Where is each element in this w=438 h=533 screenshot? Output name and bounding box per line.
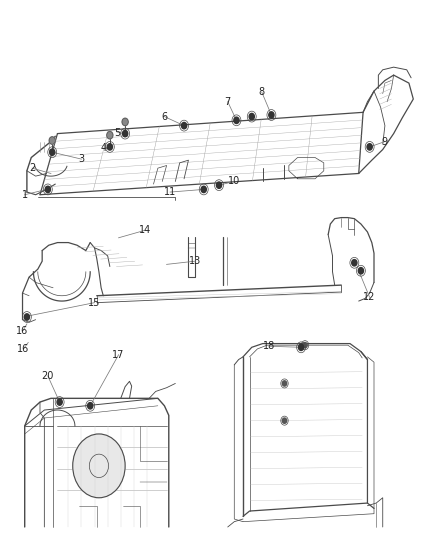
Circle shape: [269, 112, 274, 118]
Text: 17: 17: [113, 350, 125, 360]
Text: 4: 4: [100, 143, 106, 154]
Circle shape: [283, 418, 287, 423]
Circle shape: [24, 314, 29, 320]
Text: 1: 1: [21, 190, 28, 200]
Circle shape: [73, 434, 125, 498]
Text: 3: 3: [78, 154, 85, 164]
Text: 9: 9: [382, 136, 388, 147]
Circle shape: [57, 399, 62, 405]
Text: 16: 16: [16, 326, 28, 336]
Circle shape: [303, 343, 307, 348]
Text: 5: 5: [115, 127, 121, 138]
Circle shape: [358, 268, 364, 274]
Text: 15: 15: [88, 297, 101, 308]
Circle shape: [367, 144, 372, 150]
Circle shape: [249, 114, 254, 120]
Circle shape: [122, 118, 128, 126]
Circle shape: [181, 123, 187, 129]
Circle shape: [283, 381, 287, 386]
Circle shape: [216, 182, 222, 188]
Circle shape: [298, 344, 304, 351]
Circle shape: [88, 402, 93, 409]
Circle shape: [352, 260, 357, 266]
Circle shape: [234, 117, 239, 124]
Text: 6: 6: [161, 111, 167, 122]
Text: 16: 16: [17, 344, 29, 354]
Text: 11: 11: [164, 187, 176, 197]
Text: 2: 2: [29, 163, 35, 173]
Circle shape: [49, 137, 55, 144]
Text: 18: 18: [263, 341, 276, 351]
Text: 10: 10: [228, 176, 240, 187]
Text: 13: 13: [189, 256, 201, 266]
Text: 8: 8: [259, 87, 265, 97]
Circle shape: [45, 186, 50, 192]
Circle shape: [201, 186, 206, 192]
Text: 12: 12: [364, 292, 376, 302]
Text: 7: 7: [225, 96, 231, 107]
Text: 20: 20: [42, 371, 54, 381]
Circle shape: [123, 131, 128, 137]
Circle shape: [49, 149, 55, 156]
Circle shape: [107, 144, 113, 150]
Circle shape: [107, 132, 113, 139]
Text: 14: 14: [139, 225, 151, 236]
